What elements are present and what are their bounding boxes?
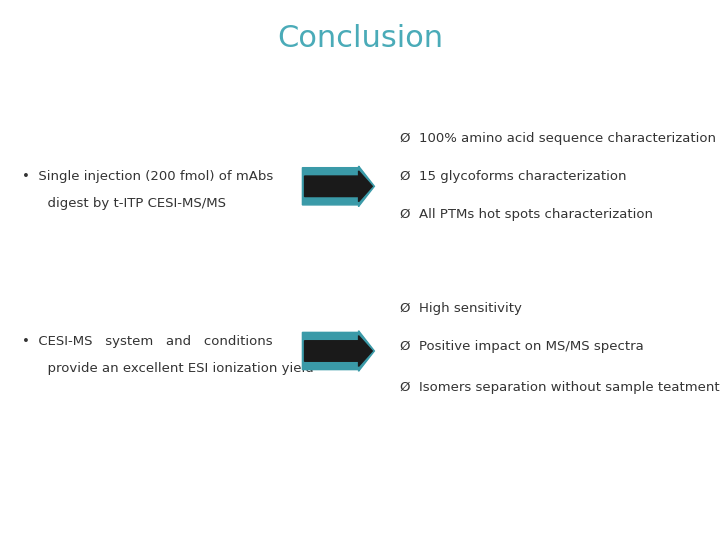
FancyArrow shape <box>305 171 372 201</box>
Text: Ø  All PTMs hot spots characterization: Ø All PTMs hot spots characterization <box>400 208 652 221</box>
Text: Ø  15 glycoforms characterization: Ø 15 glycoforms characterization <box>400 170 626 183</box>
Text: •  Single injection (200 fmol) of mAbs: • Single injection (200 fmol) of mAbs <box>22 170 273 183</box>
FancyArrow shape <box>305 336 372 366</box>
Text: Ø  100% amino acid sequence characterization: Ø 100% amino acid sequence characterizat… <box>400 132 716 145</box>
Text: provide an excellent ESI ionization yield: provide an excellent ESI ionization yiel… <box>22 362 313 375</box>
Text: Ø  Positive impact on MS/MS spectra: Ø Positive impact on MS/MS spectra <box>400 340 644 353</box>
Text: Conclusion: Conclusion <box>277 24 443 53</box>
Text: Ø  High sensitivity: Ø High sensitivity <box>400 302 521 315</box>
FancyArrow shape <box>302 330 374 372</box>
FancyArrow shape <box>302 166 374 206</box>
Text: digest by t-ITP CESI-MS/MS: digest by t-ITP CESI-MS/MS <box>22 197 225 210</box>
Text: •  CESI-MS   system   and   conditions: • CESI-MS system and conditions <box>22 335 272 348</box>
Text: Ø  Isomers separation without sample teatment: Ø Isomers separation without sample teat… <box>400 381 719 394</box>
